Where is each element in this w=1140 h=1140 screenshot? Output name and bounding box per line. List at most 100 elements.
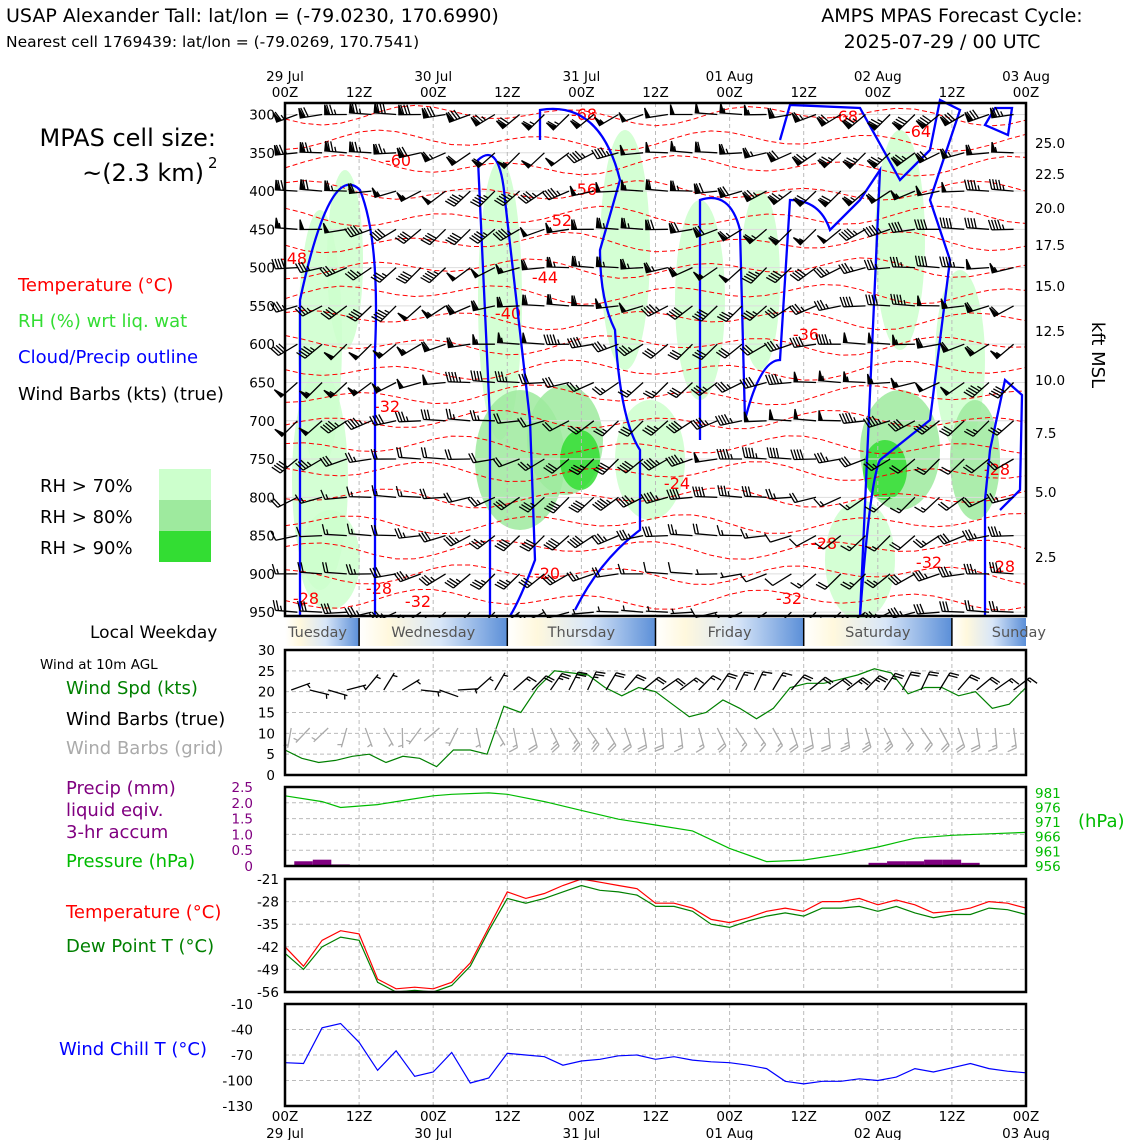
title-right-2: 2025-07-29 / 00 UTC: [844, 31, 1041, 53]
upper-air-wind-barb: [643, 107, 668, 119]
temp-frame: [283, 877, 1028, 994]
wind-panel: 0 5 10 15 20 25 30: [258, 643, 1038, 784]
upper-air-wind-barb: [865, 535, 891, 552]
upper-air-wind-barb: [939, 458, 965, 475]
upper-air-wind-barb: [813, 452, 841, 464]
upper-air-wind-barb: [593, 113, 619, 127]
upper-air-wind-barb: [792, 228, 817, 246]
upper-air-wind-barb: [320, 420, 348, 434]
surface-wind-barb-true: [309, 689, 330, 699]
upper-air-wind-barb: [494, 190, 521, 207]
upper-air-wind-barb: [689, 417, 718, 430]
surface-wind-barb-grid: [673, 727, 684, 753]
precip-bar: [868, 862, 888, 866]
upper-air-wind-barb: [939, 112, 965, 127]
pressure-tick-label: 850: [249, 529, 275, 545]
wind-ytick: 5: [266, 747, 275, 763]
upper-air-wind-barb: [595, 217, 619, 230]
surface-wind-barb-true: [957, 674, 981, 691]
upper-air-wind-barb: [645, 141, 668, 154]
upper-air-wind-barb: [270, 301, 298, 313]
precip-bar: [905, 861, 925, 866]
upper-air-wind-barb: [838, 262, 866, 275]
upper-air-wind-barb: [862, 415, 891, 428]
surface-wind-barb-grid: [861, 727, 872, 753]
windchill-ytick: -70: [231, 1048, 253, 1064]
upper-air-wind-barb: [299, 382, 323, 399]
upper-air-wind-barb: [813, 266, 842, 279]
upper-air-wind-barb: [764, 573, 792, 587]
precip-ytick: 2.0: [232, 796, 253, 812]
upper-air-wind-barb: [889, 458, 916, 474]
upper-air-wind-barb: [472, 334, 495, 345]
upper-air-wind-barb: [939, 148, 965, 160]
temp-ytick: -35: [257, 917, 279, 933]
upper-air-wind-barb: [963, 382, 990, 398]
upper-air-wind-barb: [667, 266, 693, 278]
upper-air-wind-barb: [692, 225, 718, 238]
cell-size-value: ~(2.3 km): [82, 159, 204, 187]
upper-air-wind-barb: [965, 144, 990, 156]
temperature-contour-label: -28: [293, 589, 319, 608]
upper-air-wind-barb: [273, 382, 298, 399]
precip-bar: [924, 859, 943, 866]
upper-air-wind-barb: [867, 114, 891, 131]
upper-air-wind-barb: [270, 343, 298, 357]
upper-air-wind-barb: [791, 152, 817, 167]
temperature-contour: [284, 231, 1027, 254]
upper-air-wind-barb: [891, 114, 916, 131]
upper-air-wind-barb: [668, 222, 693, 234]
upper-air-wind-barb: [346, 523, 372, 537]
subtitle-left: Nearest cell 1769439: lat/lon = (-79.026…: [6, 33, 419, 51]
upper-air-wind-barb: [294, 261, 323, 274]
surface-wind-barb-grid: [587, 727, 600, 753]
upper-air-wind-barb: [616, 529, 644, 541]
upper-air-wind-barb: [348, 102, 372, 116]
bottom-time-label: 12Z: [790, 1109, 816, 1125]
surface-wind-barb-grid: [883, 727, 894, 753]
upper-air-wind-barb: [766, 447, 792, 460]
kft-axis-label: kft MSL: [1087, 322, 1108, 388]
upper-air-wind-barb: [865, 294, 891, 307]
upper-air-wind-barb: [964, 217, 990, 230]
upper-air-wind-barb: [890, 377, 916, 389]
upper-air-wind-barb: [617, 458, 644, 474]
upper-air-wind-barb: [739, 573, 767, 583]
pressure-tick-label: 450: [249, 222, 275, 238]
surface-wind-barb-true: [568, 671, 588, 691]
upper-air-wind-barb: [371, 305, 397, 322]
upper-air-wind-barb: [541, 187, 570, 201]
kft-tick-label: 25.0: [1035, 136, 1065, 152]
upper-air-wind-barb: [989, 106, 1014, 119]
wind-ytick: 0: [266, 768, 275, 784]
upper-air-wind-barb: [619, 258, 644, 270]
top-time-label: 12Z: [939, 85, 965, 101]
upper-air-wind-barb: [990, 343, 1015, 360]
surface-wind-barb-grid: [970, 727, 981, 753]
temperature-contour-label: -32: [776, 589, 802, 608]
upper-air-wind-barb: [272, 111, 298, 123]
upper-air-wind-barb: [645, 606, 668, 613]
upper-air-wind-barb: [270, 496, 298, 508]
upper-air-wind-barb: [640, 304, 669, 317]
surface-wind-barb-grid: [549, 727, 560, 753]
upper-air-wind-barb: [320, 489, 347, 501]
upper-air-wind-barb: [842, 371, 866, 384]
upper-air-wind-barb: [394, 527, 421, 539]
upper-air-wind-barb: [270, 530, 298, 541]
precip-bar: [312, 859, 332, 866]
upper-air-wind-barb: [913, 219, 940, 230]
upper-air-wind-barb: [764, 373, 792, 386]
temperature-contour: [284, 539, 1027, 560]
upper-air-wind-barb: [714, 381, 743, 393]
upper-air-wind-barb: [543, 458, 570, 474]
upper-air-wind-barb: [743, 104, 767, 116]
surface-wind-barb-true: [828, 677, 853, 691]
upper-air-wind-barb: [640, 491, 669, 504]
wind-chill-panel: -10 -40 -70 -100 -130: [222, 997, 1028, 1115]
upper-air-wind-barb: [693, 182, 718, 195]
weekday-band: [803, 618, 952, 646]
surface-wind-barb-grid: [311, 727, 329, 743]
pressure-tick-label: 800: [249, 490, 275, 506]
upper-air-wind-barb: [814, 535, 842, 550]
